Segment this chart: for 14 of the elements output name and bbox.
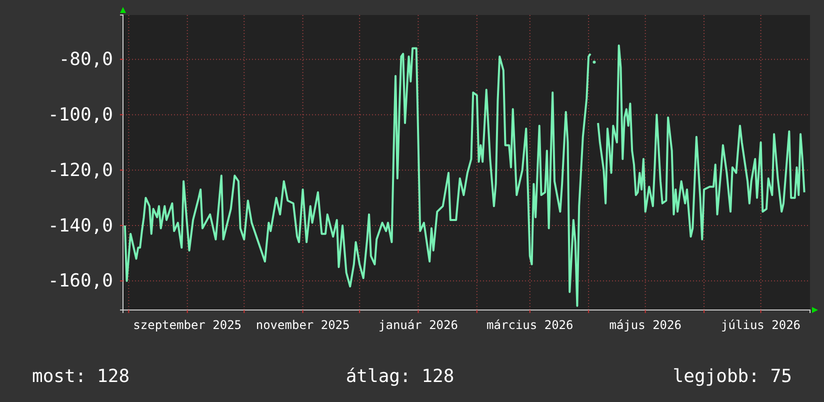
y-tick-label: -100,0 bbox=[48, 104, 113, 126]
x-tick-label: szeptember 2025 bbox=[133, 318, 242, 332]
x-tick-label: november 2025 bbox=[256, 318, 350, 332]
x-tick-label: január 2026 bbox=[378, 318, 458, 332]
y-tick-label: -160,0 bbox=[48, 270, 113, 292]
x-tick-label: március 2026 bbox=[486, 318, 574, 332]
text: átlag: 128 bbox=[346, 366, 454, 387]
x-tick-label: július 2026 bbox=[721, 318, 801, 332]
y-tick-label: -80,0 bbox=[58, 49, 113, 70]
text: most: 128 bbox=[32, 366, 130, 387]
y-tick-label: -120,0 bbox=[48, 160, 113, 181]
x-tick-label: május 2026 bbox=[609, 318, 682, 332]
y-tick-label: -140,0 bbox=[48, 215, 113, 236]
text: legjobb: 75 bbox=[672, 366, 792, 387]
